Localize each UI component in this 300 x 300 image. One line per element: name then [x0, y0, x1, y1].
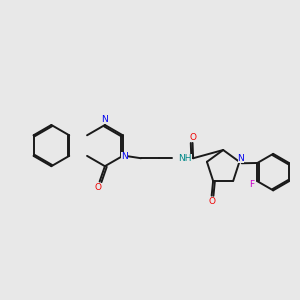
Text: O: O	[189, 133, 196, 142]
Text: O: O	[95, 183, 102, 192]
Text: O: O	[208, 197, 215, 206]
Text: N: N	[101, 116, 108, 124]
Text: N: N	[238, 154, 244, 164]
Text: N: N	[121, 152, 128, 161]
Text: NH: NH	[178, 154, 192, 163]
Text: F: F	[249, 180, 254, 189]
